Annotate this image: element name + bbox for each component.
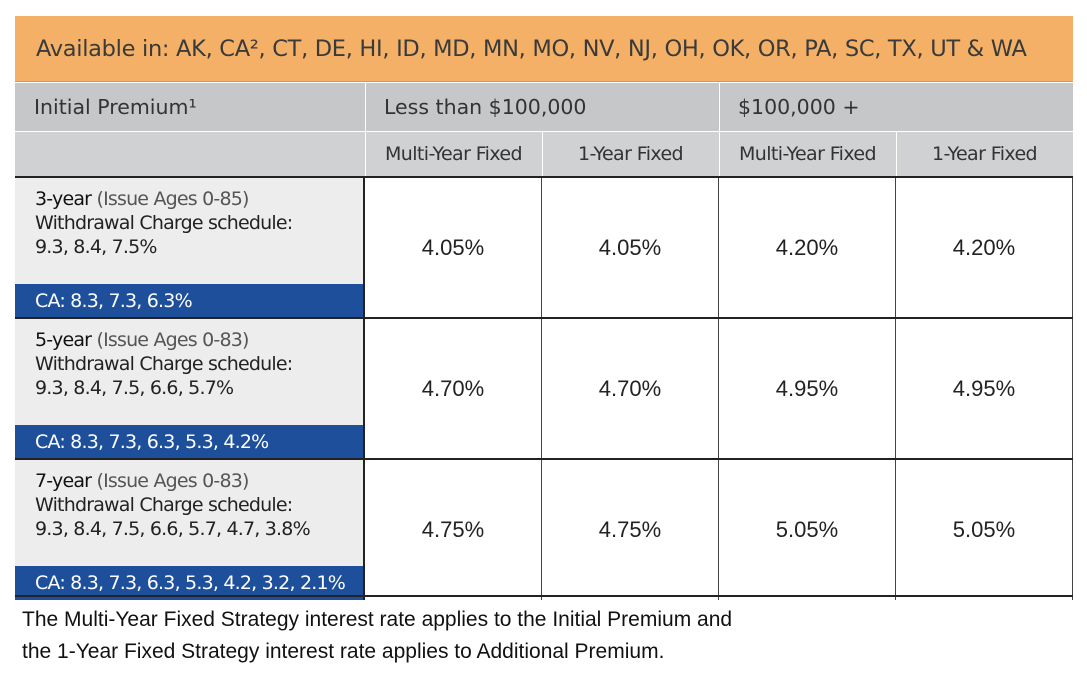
footnote: The Multi-Year Fixed Strategy interest r…	[22, 604, 1062, 668]
rate-cell: 4.20%	[719, 178, 896, 318]
schedule-label: Withdrawal Charge schedule:	[35, 353, 293, 375]
schedule-values: 9.3, 8.4, 7.5, 6.6, 5.7%	[35, 377, 234, 399]
column-header: Multi-Year Fixed	[739, 143, 877, 165]
table-row: 5-year (Issue Ages 0-83) Withdrawal Char…	[15, 319, 1073, 459]
rate-cell: 4.70%	[365, 319, 542, 459]
column-header: 1-Year Fixed	[578, 143, 684, 165]
initial-premium-header: Initial Premium¹	[34, 95, 197, 119]
rate-cell: 4.70%	[542, 319, 719, 459]
table-top-rule	[15, 176, 1073, 178]
term-name: 3-year	[35, 188, 92, 210]
rate-cell: 4.75%	[542, 460, 719, 600]
table-row: 7-year (Issue Ages 0-83) Withdrawal Char…	[15, 460, 1073, 600]
rate-cell: 4.95%	[719, 319, 896, 459]
rate-cell: 4.95%	[896, 319, 1073, 459]
column-header: Multi-Year Fixed	[385, 143, 523, 165]
issue-ages: (Issue Ages 0-85)	[96, 188, 249, 210]
group-less-than-100k: Less than $100,000	[384, 95, 587, 119]
table-bottom-rule	[15, 595, 1073, 597]
header-row-columns: Multi-Year Fixed 1-Year Fixed Multi-Year…	[15, 131, 1073, 176]
column-header: 1-Year Fixed	[932, 143, 1038, 165]
rate-cell: 4.75%	[365, 460, 542, 600]
schedule-values: 9.3, 8.4, 7.5, 6.6, 5.7, 4.7, 3.8%	[35, 518, 311, 540]
rate-cell: 4.05%	[542, 178, 719, 318]
term-label-cell: 5-year (Issue Ages 0-83) Withdrawal Char…	[15, 319, 365, 459]
availability-banner: Available in: AK, CA², CT, DE, HI, ID, M…	[15, 16, 1073, 82]
group-100k-plus: $100,000 +	[738, 95, 860, 119]
schedule-label: Withdrawal Charge schedule:	[35, 212, 293, 234]
footnote-line-1: The Multi-Year Fixed Strategy interest r…	[22, 608, 733, 631]
schedule-values: 9.3, 8.4, 7.5%	[35, 236, 157, 258]
rate-cell: 5.05%	[719, 460, 896, 600]
term-name: 5-year	[35, 329, 92, 351]
row-divider	[15, 317, 1073, 319]
availability-text: Available in: AK, CA², CT, DE, HI, ID, M…	[36, 35, 1027, 62]
ca-schedule-band: CA: 8.3, 7.3, 6.3, 5.3, 4.2%	[15, 425, 363, 459]
rates-table: 3-year (Issue Ages 0-85) Withdrawal Char…	[15, 176, 1073, 600]
rate-cell: 4.20%	[896, 178, 1073, 318]
schedule-label: Withdrawal Charge schedule:	[35, 494, 293, 516]
rate-cell: 5.05%	[896, 460, 1073, 600]
term-name: 7-year	[35, 470, 92, 492]
ca-schedule-band: CA: 8.3, 7.3, 6.3%	[15, 284, 363, 318]
row-divider	[15, 458, 1073, 460]
issue-ages: (Issue Ages 0-83)	[96, 329, 249, 351]
header-row-groups: Initial Premium¹ Less than $100,000 $100…	[15, 82, 1073, 131]
ca-schedule-band: CA: 8.3, 7.3, 6.3, 5.3, 4.2, 3.2, 2.1%	[15, 566, 363, 600]
term-label-cell: 3-year (Issue Ages 0-85) Withdrawal Char…	[15, 178, 365, 318]
term-label-cell: 7-year (Issue Ages 0-83) Withdrawal Char…	[15, 460, 365, 600]
issue-ages: (Issue Ages 0-83)	[96, 470, 249, 492]
rate-cell: 4.05%	[365, 178, 542, 318]
table-row: 3-year (Issue Ages 0-85) Withdrawal Char…	[15, 178, 1073, 318]
footnote-line-2: the 1-Year Fixed Strategy interest rate …	[22, 640, 665, 663]
